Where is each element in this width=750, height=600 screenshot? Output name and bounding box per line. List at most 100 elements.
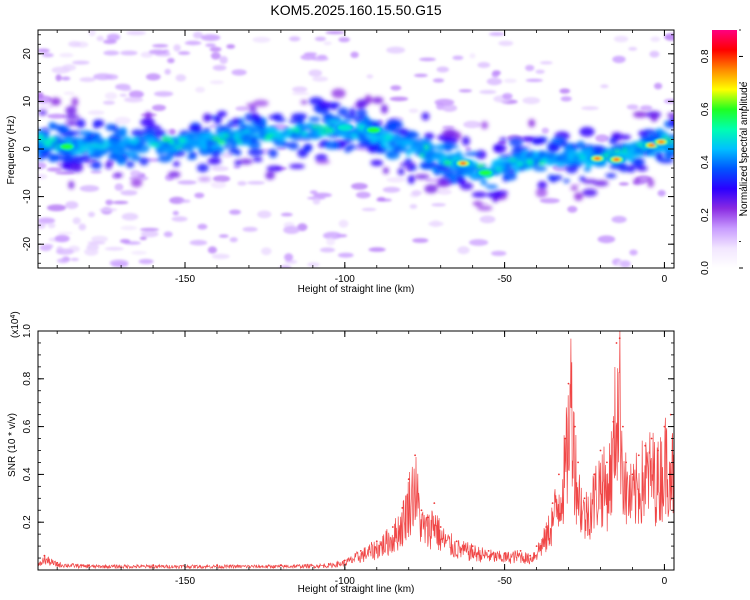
spectrogram-ylabel: Frequency (Hz) [6, 116, 17, 185]
snr-point [56, 561, 59, 564]
snr-ylabel: SNR (10 * v/v) [7, 413, 18, 477]
snr-point [407, 478, 410, 481]
x-tick-label: -50 [497, 274, 512, 285]
snr-point [622, 425, 624, 428]
snr-point [612, 420, 615, 423]
snr-point [487, 550, 490, 552]
peak-6 [614, 158, 619, 161]
peak-5 [595, 157, 600, 160]
snr-panel: -150 -100 -50 0 0.2 0.4 0.6 0.8 1.0 Height of st… [7, 311, 675, 595]
peak-2 [367, 127, 380, 133]
colorbar-label: Normalized spectral amplitude [739, 81, 750, 216]
snr-point [571, 325, 573, 327]
snr-point [618, 337, 621, 340]
y-tick-label: 10 [22, 95, 33, 107]
snr-plot-area [38, 325, 674, 570]
snr-point [593, 473, 595, 476]
snr-point [567, 382, 570, 385]
snr-series [38, 325, 674, 567]
snr-point [535, 545, 538, 547]
colorbar-tick-label: 0.4 [700, 155, 711, 169]
snr-point [644, 444, 647, 447]
snr-point [650, 437, 653, 440]
snr-point [455, 540, 458, 543]
snr-point [427, 516, 429, 519]
snr-point [606, 461, 608, 464]
colorbar-tick-label: 0.0 [700, 261, 711, 275]
peak-0 [60, 143, 73, 150]
x-tick-label: 0 [662, 576, 668, 587]
spectrogram-xlabel: Height of straight line (km) [298, 284, 415, 295]
x-tick-label: 0 [662, 274, 668, 285]
snr-point [375, 540, 378, 543]
x-tick-label: -50 [497, 576, 512, 587]
snr-point [280, 564, 282, 567]
snr-point [637, 454, 640, 457]
snr-point [663, 425, 666, 428]
snr-point [43, 554, 46, 557]
snr-point [551, 502, 554, 504]
snr-point [152, 564, 155, 567]
peak-1 [337, 124, 353, 131]
background-noise [38, 30, 674, 268]
snr-line-detail [38, 331, 674, 570]
y-tick-label: 0.8 [22, 371, 33, 385]
snr-point [420, 509, 423, 512]
signal-peaks [57, 123, 671, 177]
snr-point [519, 550, 522, 552]
snr-point [503, 552, 506, 555]
snr-point [439, 526, 442, 528]
colorbar: 0.0 0.2 0.4 0.6 0.8 Normalized spectral ampl… [700, 29, 750, 275]
snr-point [583, 497, 586, 500]
x-tick-label: -150 [175, 274, 195, 285]
snr-point [391, 526, 394, 528]
y-tick-label: -10 [22, 189, 33, 204]
peak-4 [479, 170, 492, 176]
peak-7 [648, 143, 655, 147]
y-tick-label: 0.2 [22, 515, 33, 529]
snr-point [359, 550, 362, 552]
snr-multiplier: (x104) [10, 311, 22, 338]
x-tick-label: -100 [335, 576, 355, 587]
snr-point [433, 502, 436, 504]
colorbar-tick-label: 0.2 [700, 208, 711, 222]
y-tick-label: 1.0 [22, 324, 33, 338]
snr-point [343, 559, 346, 562]
x-tick-label: -100 [335, 274, 355, 285]
snr-point [88, 564, 90, 567]
figure-title: KOM5.2025.160.15.50.G15 [270, 2, 441, 18]
snr-point [564, 437, 567, 440]
colorbar-tick-label: 0.8 [700, 49, 711, 63]
colorbar-gradient [712, 30, 737, 268]
snr-point [657, 449, 659, 452]
y-tick-label: -20 [22, 237, 33, 252]
peak-3 [461, 162, 466, 165]
snr-point [577, 461, 579, 464]
snr-point [574, 425, 576, 428]
snr-point [414, 454, 416, 457]
y-tick-label: 20 [22, 48, 33, 60]
colorbar-tick-label: 0.6 [700, 102, 711, 116]
y-tick-label: 0.6 [22, 419, 33, 433]
snr-point [558, 473, 560, 476]
snr-point [216, 564, 218, 567]
snr-frame [37, 330, 675, 571]
snr-point [327, 563, 330, 565]
snr-point [545, 526, 548, 528]
snr-point [529, 554, 532, 557]
signal-ridge [38, 88, 674, 211]
y-tick-label: 0 [22, 146, 33, 152]
snr-point [631, 473, 634, 476]
colorbar-ticks: 0.0 0.2 0.4 0.6 0.8 [700, 29, 743, 275]
snr-point [401, 507, 404, 509]
peak-8 [657, 140, 665, 144]
snr-point [471, 545, 474, 547]
snr-point [599, 449, 602, 452]
x-tick-label: -150 [175, 576, 195, 587]
heatmap-layer [38, 30, 674, 268]
snr-point [625, 461, 627, 464]
snr-xlabel: Height of straight line (km) [298, 584, 415, 595]
